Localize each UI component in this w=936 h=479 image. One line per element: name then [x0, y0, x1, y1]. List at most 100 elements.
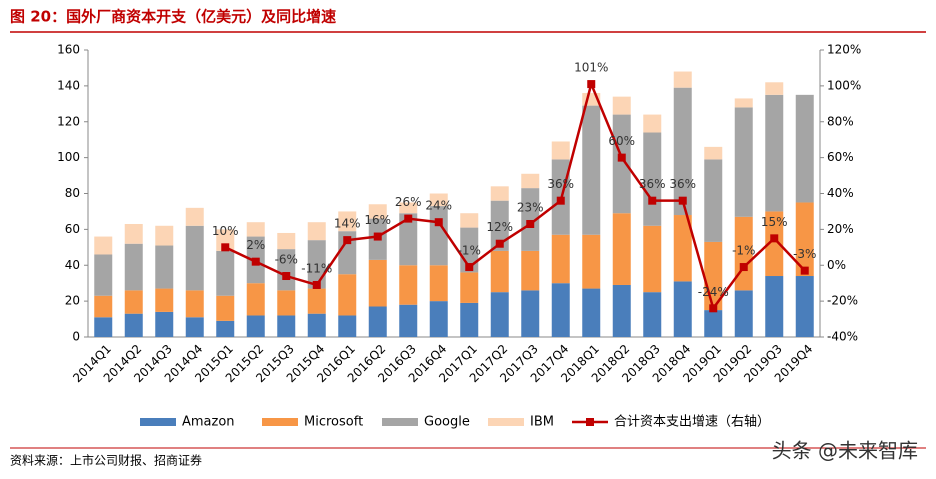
bar: [185, 207, 204, 226]
legend-label: Microsoft: [304, 415, 363, 430]
bar: [399, 213, 418, 266]
bar: [277, 249, 296, 291]
bar: [551, 234, 570, 284]
y2-tick-label: 120%: [827, 43, 861, 57]
data-label: -3%: [793, 247, 816, 261]
data-label: -24%: [698, 285, 729, 299]
line-marker: [556, 196, 565, 205]
line-marker: [770, 234, 779, 243]
legend-label: 合计资本支出增速（右轴）: [614, 415, 770, 430]
bar: [551, 283, 570, 337]
bar: [795, 276, 814, 337]
chart-title: 图 20：国外厂商资本开支（亿美元）及同比增速: [10, 8, 336, 26]
bar: [734, 290, 753, 337]
bar: [307, 288, 326, 314]
bar: [277, 315, 296, 337]
bar: [429, 193, 448, 207]
bar: [643, 132, 662, 226]
bar: [155, 225, 174, 246]
bar: [704, 159, 723, 242]
data-label: -6%: [275, 253, 298, 267]
y-tick-label: 60: [65, 222, 80, 236]
data-label: 36%: [669, 177, 696, 191]
data-label: 26%: [395, 195, 422, 209]
line: [224, 80, 806, 312]
bar: [246, 315, 265, 337]
line-marker: [312, 280, 321, 289]
line-marker: [526, 219, 535, 228]
y-tick-label: 20: [65, 294, 80, 308]
y-tick-label: 40: [65, 258, 80, 272]
legend-label: IBM: [530, 415, 554, 430]
bar: [307, 313, 326, 337]
bar: [460, 302, 479, 337]
legend-label: Google: [424, 415, 470, 430]
data-label: -1%: [458, 244, 481, 258]
line-marker: [800, 266, 809, 275]
bar: [185, 317, 204, 337]
bar: [368, 306, 387, 337]
bar: [704, 146, 723, 160]
legend-swatch: [140, 418, 176, 426]
legend-swatch: [382, 418, 418, 426]
data-label: 23%: [517, 200, 544, 214]
y2-tick-label: 0%: [827, 258, 846, 272]
bar: [612, 96, 631, 115]
bar: [765, 211, 784, 277]
bar: [673, 71, 692, 88]
data-label: -1%: [732, 244, 755, 258]
bar: [338, 211, 357, 232]
bar: [216, 250, 235, 296]
bar: [673, 215, 692, 282]
bar: [338, 315, 357, 337]
y2-tick-label: 60%: [827, 150, 854, 164]
data-label: 36%: [639, 177, 666, 191]
data-label: 12%: [486, 220, 513, 234]
bar: [521, 188, 540, 251]
bar: [399, 304, 418, 337]
bar: [185, 225, 204, 291]
y-tick-label: 80: [65, 186, 80, 200]
source: 资料来源：上市公司财报、招商证券: [10, 453, 202, 468]
data-label: 14%: [334, 217, 361, 231]
bar: [521, 290, 540, 337]
legend-label: Amazon: [182, 415, 235, 430]
bar: [765, 276, 784, 337]
bar: [94, 295, 113, 318]
y2-tick-label: 80%: [827, 114, 854, 128]
bar: [429, 265, 448, 302]
data-label: 24%: [425, 199, 452, 213]
line-marker: [251, 257, 260, 266]
line-marker: [221, 243, 230, 252]
data-label: 101%: [574, 61, 608, 75]
y2-tick-label: 40%: [827, 186, 854, 200]
bar: [155, 288, 174, 312]
bar: [338, 231, 357, 275]
line-marker: [587, 80, 596, 89]
bar: [94, 236, 113, 255]
bar: [490, 292, 509, 337]
bar: [643, 292, 662, 337]
data-label: 60%: [608, 134, 635, 148]
y-tick-label: 0: [72, 330, 80, 344]
bar: [795, 94, 814, 203]
bar: [704, 310, 723, 337]
line-marker: [404, 214, 413, 223]
bar: [368, 204, 387, 219]
line-marker: [648, 196, 657, 205]
bar: [765, 82, 784, 95]
bar: [216, 229, 235, 251]
bar: [216, 320, 235, 337]
bar: [155, 245, 174, 289]
y-tick-label: 120: [57, 114, 80, 128]
bar: [277, 290, 296, 316]
line-marker: [373, 232, 382, 241]
bar: [277, 232, 296, 250]
line-marker: [465, 263, 474, 272]
watermark: 头条 @未来智库: [772, 439, 918, 463]
bar: [765, 94, 784, 212]
line-marker: [617, 153, 626, 162]
bar: [124, 313, 143, 337]
line-marker: [434, 218, 443, 227]
bar: [734, 98, 753, 108]
